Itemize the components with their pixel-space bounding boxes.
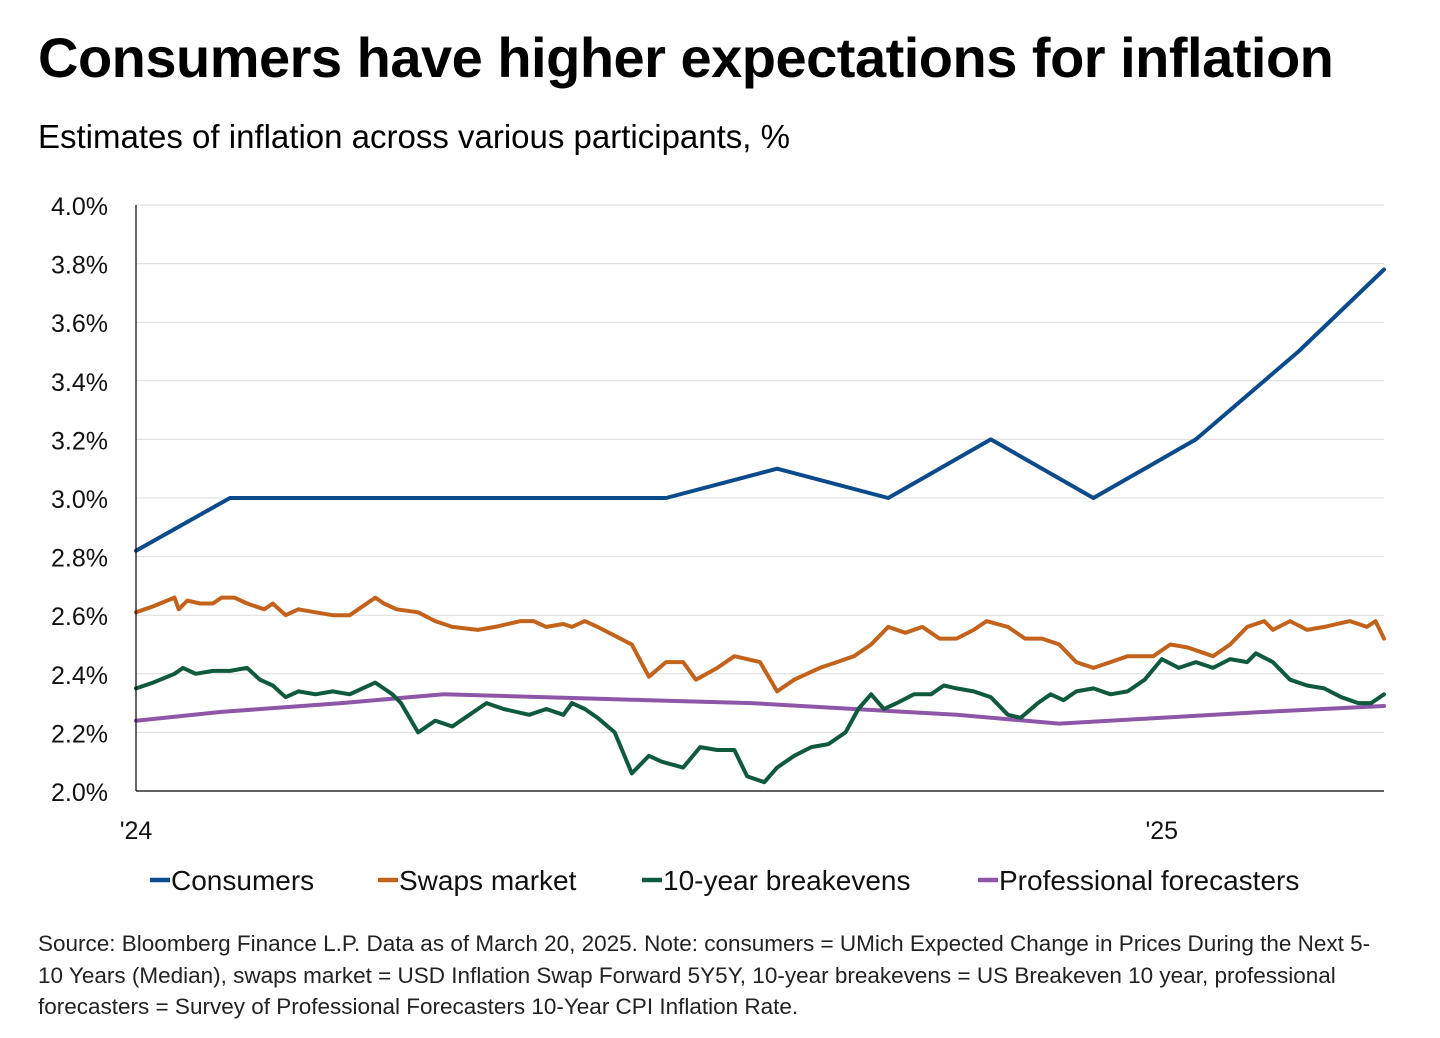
series-line-consumers	[134, 267, 1386, 553]
legend: Consumers Swaps market 10-year breakevens P…	[150, 865, 1299, 896]
y-tick-label: 2.6%	[51, 603, 108, 631]
legend-label: Consumers	[171, 865, 314, 896]
y-tick-label: 3.0%	[51, 486, 108, 514]
y-tick-label: 4.0%	[51, 193, 108, 221]
chart-subtitle: Estimates of inflation across various pa…	[38, 118, 790, 155]
series-line-10-year-breakevens	[134, 651, 1386, 785]
x-tick-label: '25	[1145, 817, 1178, 845]
y-tick-label: 2.2%	[51, 720, 108, 748]
y-tick-label: 2.4%	[51, 662, 108, 690]
legend-label: Professional forecasters	[999, 865, 1299, 896]
y-tick-label: 3.8%	[51, 252, 108, 280]
y-tick-label: 3.2%	[51, 427, 108, 455]
y-axis-ticks: 2.0% 2.2% 2.4% 2.6% 2.8% 3.0% 3.2% 3.4% 3.6% 3.8%…	[51, 193, 108, 807]
line-chart: 2.0% 2.2% 2.4% 2.6% 2.8% 3.0% 3.2% 3.4% 3.6% 3.8%…	[51, 193, 1386, 896]
series-line-professional-forecasters	[134, 692, 1386, 726]
series-lines	[134, 267, 1386, 785]
legend-label: 10-year breakevens	[663, 865, 910, 896]
x-axis-ticks: '24 '25	[120, 817, 1178, 845]
legend-label: Swaps market	[399, 865, 577, 896]
chart-title: Consumers have higher expectations for i…	[38, 26, 1334, 89]
y-tick-label: 2.0%	[51, 779, 108, 807]
series-line-swaps-market	[134, 595, 1386, 694]
grid-lines	[136, 204, 1384, 733]
source-note: Source: Bloomberg Finance L.P. Data as o…	[38, 931, 1371, 1019]
y-tick-label: 3.4%	[51, 369, 108, 397]
x-tick-label: '24	[120, 817, 153, 845]
y-tick-label: 3.6%	[51, 310, 108, 338]
y-tick-label: 2.8%	[51, 545, 108, 573]
